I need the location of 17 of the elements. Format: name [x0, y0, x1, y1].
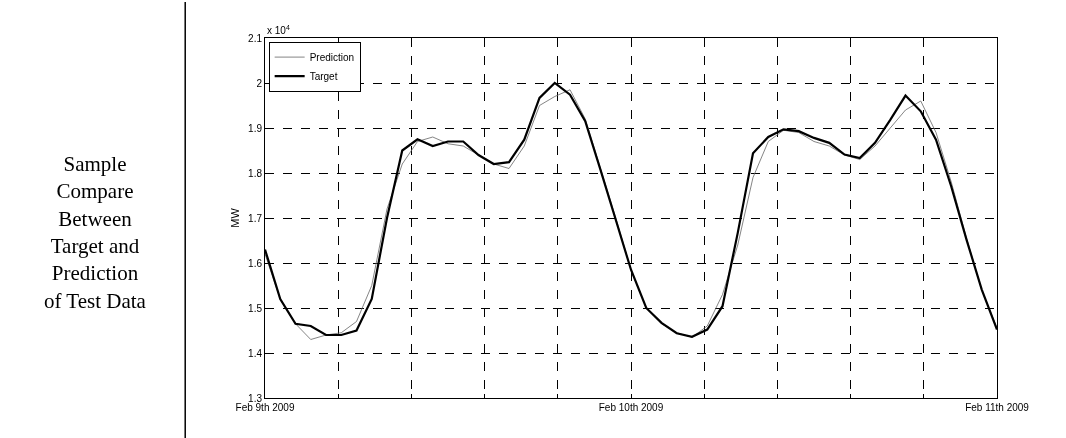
y-tick-label: 1.7	[248, 212, 263, 224]
x-tick-label: Feb 10th 2009	[598, 402, 664, 413]
y-axis-title: MW	[228, 207, 241, 228]
x-tick-label: Feb 11th 2009	[965, 402, 1030, 413]
y-tick-label: 2	[256, 77, 263, 89]
y-tick-label: 1.3	[248, 392, 263, 404]
y-tick-label: 1.6	[248, 257, 263, 269]
x-tick-label: Feb 9th 2009	[235, 402, 295, 413]
legend-label: Target	[309, 71, 338, 82]
y-tick-label: 1.4	[248, 347, 263, 359]
text: Sample Compare Between Target and Prediction of Test Data	[44, 152, 147, 313]
legend-label: Prediction	[309, 52, 355, 63]
y-tick-label: 2.1	[248, 32, 263, 44]
y-tick-label: 1.8	[248, 167, 263, 179]
y-tick-label: 1.9	[248, 122, 263, 134]
y-tick-label: 1.5	[248, 302, 263, 314]
text: x 10$^{4}$	[267, 24, 290, 37]
